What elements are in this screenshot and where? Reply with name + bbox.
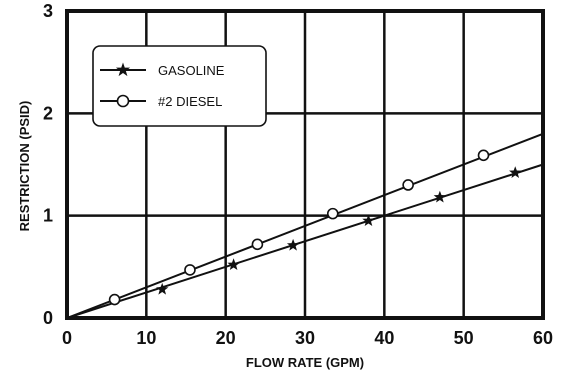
data-point-circle xyxy=(251,238,264,251)
data-point-circle xyxy=(326,207,339,220)
x-tick-label: 0 xyxy=(62,328,72,348)
data-point-star xyxy=(362,214,375,227)
y-axis-title: RESTRICTION (PSID) xyxy=(17,101,32,232)
plot-frame xyxy=(65,9,545,320)
data-point-circle xyxy=(184,264,196,276)
legend-box xyxy=(92,45,267,127)
x-tick-label: 30 xyxy=(295,328,315,348)
y-tick-label: 2 xyxy=(43,103,53,123)
legend-item-diesel: #2 DIESEL xyxy=(100,94,222,109)
legend-label-diesel: #2 DIESEL xyxy=(158,94,222,109)
x-tick-label: 60 xyxy=(533,328,553,348)
legend-item-gasoline: GASOLINE xyxy=(100,62,225,78)
legend: GASOLINE #2 DIESEL xyxy=(92,45,267,127)
x-tick-labels: 0 10 20 30 40 50 60 xyxy=(62,328,553,348)
data-point-star xyxy=(156,282,169,295)
x-tick-label: 40 xyxy=(374,328,394,348)
x-tick-label: 50 xyxy=(454,328,474,348)
y-tick-labels: 0 1 2 3 xyxy=(43,1,53,328)
data-point-star xyxy=(227,258,240,271)
data-markers xyxy=(108,149,522,306)
series-line-0 xyxy=(66,163,544,319)
data-point-star xyxy=(509,166,522,178)
data-point-circle xyxy=(108,293,121,306)
series-line-1 xyxy=(66,132,544,319)
data-point-circle xyxy=(477,149,490,162)
y-tick-label: 3 xyxy=(43,1,53,21)
data-point-star xyxy=(286,238,300,251)
data-point-star xyxy=(433,190,447,203)
x-axis-title: FLOW RATE (GPM) xyxy=(246,355,364,370)
data-point-circle xyxy=(402,179,414,191)
x-tick-label: 20 xyxy=(216,328,236,348)
series-lines xyxy=(66,132,544,319)
legend-label-gasoline: GASOLINE xyxy=(158,63,225,78)
y-tick-label: 0 xyxy=(43,308,53,328)
y-tick-label: 1 xyxy=(43,206,53,226)
open-circle-icon xyxy=(116,94,130,108)
star-icon xyxy=(115,62,131,77)
x-tick-label: 10 xyxy=(136,328,156,348)
